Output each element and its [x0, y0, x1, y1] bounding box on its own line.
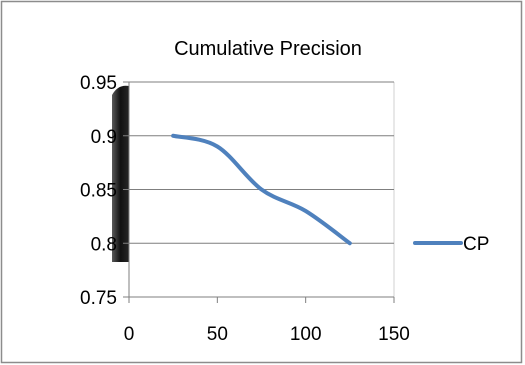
y-tick-label-4: 0.95 — [80, 73, 117, 94]
series-layer — [171, 133, 352, 246]
y-tick-label-2: 0.85 — [80, 181, 117, 202]
chart-title: Cumulative Precision — [174, 38, 362, 60]
y-tick-label-1: 0.8 — [91, 234, 117, 255]
legend-label-cp: CP — [463, 234, 489, 255]
axes — [123, 81, 395, 303]
x-tick-label-2: 100 — [290, 324, 322, 345]
tick-labels: 0.75 0.8 0.85 0.9 0.95 0 50 100 150 — [80, 73, 410, 345]
series-line-cp — [171, 133, 352, 246]
y-tick-label-3: 0.9 — [91, 127, 117, 148]
plot-wall-shading — [112, 85, 129, 262]
legend: CP — [413, 234, 489, 255]
x-tick-label-3: 150 — [378, 324, 410, 345]
y-tick-label-0: 0.75 — [80, 288, 117, 309]
x-tick-label-0: 0 — [124, 324, 135, 345]
x-tick-label-1: 50 — [207, 324, 228, 345]
